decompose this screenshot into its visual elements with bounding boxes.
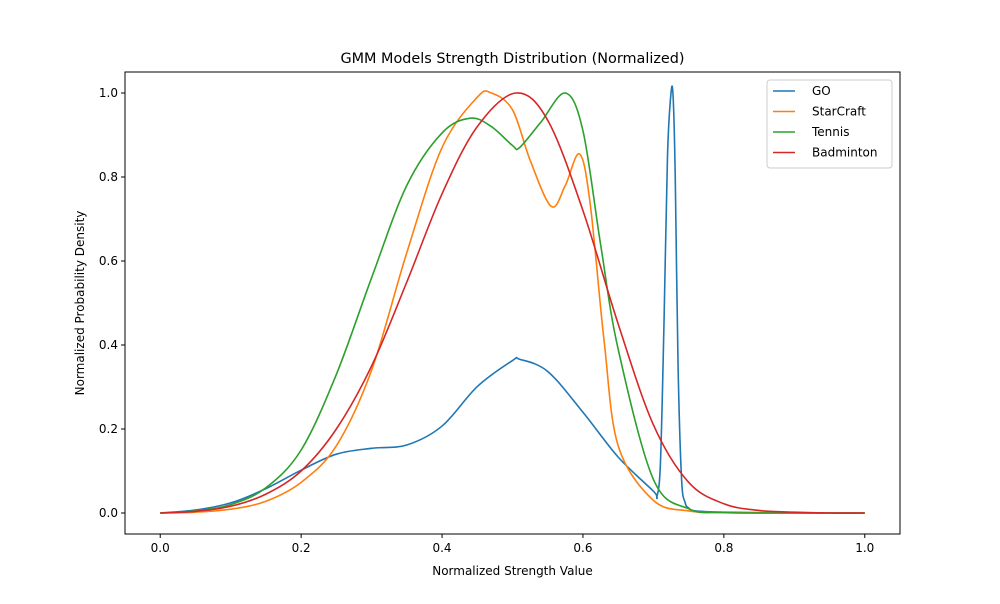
y-tick-label: 0.0	[99, 506, 118, 520]
x-tick-label: 0.8	[714, 541, 733, 555]
series-line-tennis	[160, 92, 865, 514]
x-tick-label: 0.6	[573, 541, 592, 555]
legend: GO StarCraft Tennis Badminton	[766, 79, 893, 169]
y-tick-label: 1.0	[99, 86, 118, 100]
y-tick-label: 0.2	[99, 422, 118, 436]
series-line-go	[160, 85, 865, 514]
x-tick-label: 0.4	[432, 541, 451, 555]
series-line-badminton	[160, 92, 865, 514]
x-tick-label: 1.0	[855, 541, 874, 555]
y-tick-label: 0.4	[99, 338, 118, 352]
legend-label-tennis: Tennis	[811, 125, 849, 139]
legend-box	[766, 79, 893, 169]
legend-label-starcraft: StarCraft	[812, 105, 866, 119]
legend-label-badminton: Badminton	[812, 146, 877, 160]
plot-frame	[124, 71, 901, 535]
series-line-starcraft	[160, 90, 865, 514]
y-axis-label: Normalized Probability Density	[73, 211, 87, 396]
y-tick-label: 0.8	[99, 170, 118, 184]
legend-label-go: GO	[812, 84, 831, 98]
chart-title: GMM Models Strength Distribution (Normal…	[340, 51, 684, 67]
x-tick-label: 0.0	[151, 541, 170, 555]
x-axis-label: Normalized Strength Value	[432, 564, 593, 578]
x-tick-label: 0.2	[292, 541, 311, 555]
y-tick-label: 0.6	[99, 254, 118, 268]
